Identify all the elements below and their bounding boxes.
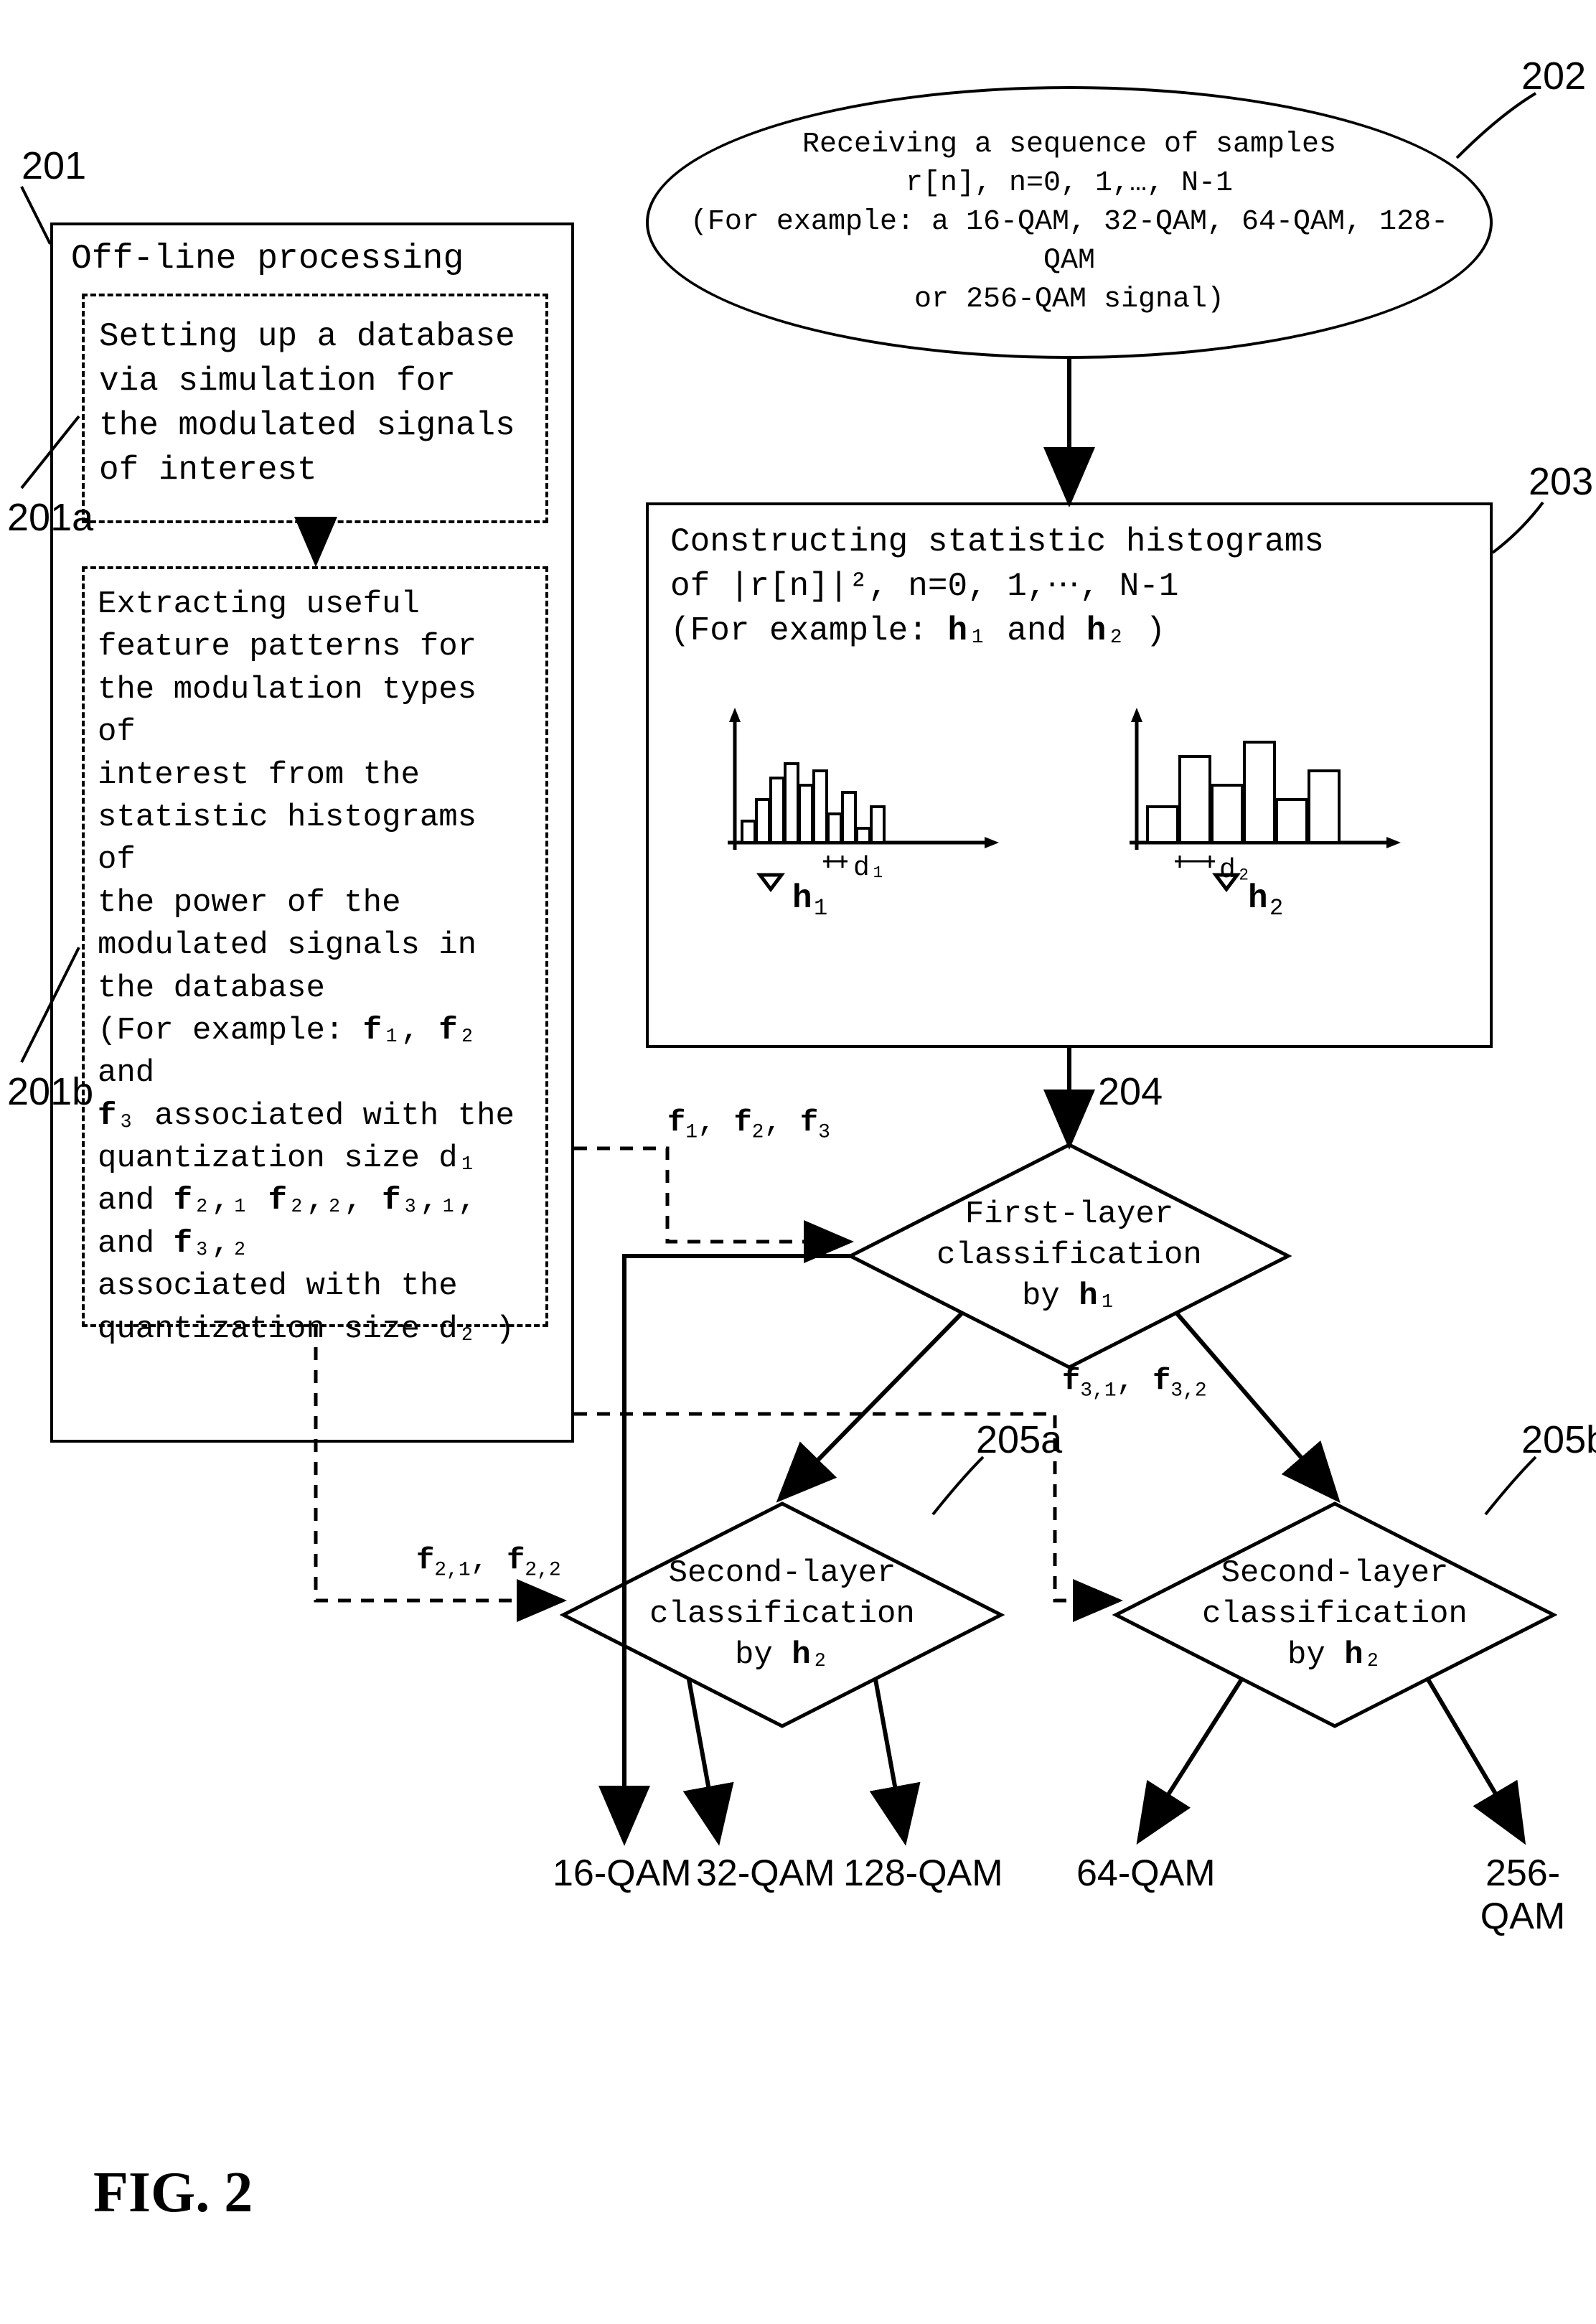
text: of interest [99,451,317,489]
text: (For example: h₁ and h₂ ) [670,612,1165,650]
output-128qam: 128-QAM [843,1852,1003,1895]
histogram-h1: d₁ h 1 [692,692,1022,922]
setup-database-box: Setting up a database via simulation for… [82,294,548,523]
second-layer-a-text: Second-layer classification by h₂ [649,1553,915,1677]
text: classification by h₁ [937,1237,1202,1314]
text: quantization size d₂ ) [98,1311,515,1347]
text: the power of the [98,885,400,921]
text: the modulated signals [99,407,515,444]
text: interest from the [98,757,420,793]
text: quantization size d₁ [98,1140,477,1176]
output-64qam: 64-QAM [1076,1852,1216,1895]
svg-text:d₂: d₂ [1219,855,1252,886]
features-205a: f2,1, f2,2 [416,1543,561,1581]
svg-text:1: 1 [814,895,827,922]
ref-201b: 201b [7,1069,93,1114]
text: Extracting useful [98,586,420,622]
histogram-h2: d₂ h 2 [1094,692,1424,922]
text: feature patterns for [98,629,477,665]
first-layer-diamond: First-layer classification by h₁ [847,1141,1292,1371]
ref-201: 201 [22,144,86,188]
setup-database-text: Setting up a database via simulation for… [85,296,545,510]
hist-header: Constructing statistic histograms of |r[… [670,520,1324,653]
figure-label: FIG. 2 [93,2160,253,2226]
text: classification by h₂ [1202,1596,1468,1673]
text: (For example: f₁, f₂ and [98,1013,477,1091]
text: the database [98,970,325,1006]
second-layer-b-text: Second-layer classification by h₂ [1202,1553,1468,1677]
text: of |r[n]|², n=0, 1,⋯, N-1 [670,568,1179,605]
text: modulated signals in [98,927,477,963]
second-layer-diamond-a: Second-layer classification by h₂ [560,1500,1005,1730]
text: r[n], n=0, 1,…, N-1 [906,167,1233,200]
svg-text:2: 2 [1269,895,1283,922]
text: and f₂,₁ f₂,₂, f₃,₁, and f₃,₂ [98,1183,477,1261]
ref-203: 203 [1529,459,1593,504]
text: Second-layer [1221,1555,1449,1591]
text: Second-layer [669,1555,896,1591]
ref-204: 204 [1098,1069,1163,1114]
svg-text:h: h [792,880,812,917]
text: f₃ associated with the [98,1098,515,1134]
text: the modulation types of [98,672,477,750]
text: Constructing statistic histograms [670,523,1324,561]
extract-features-text: Extracting useful feature patterns for t… [85,569,545,1365]
ref-205a: 205a [976,1418,1062,1462]
ellipse-text: Receiving a sequence of samples r[n], n=… [649,126,1490,319]
second-layer-diamond-b: Second-layer classification by h₂ [1112,1500,1557,1730]
text: classification by h₂ [649,1596,915,1673]
features-205b: f3,1, f3,2 [1062,1364,1207,1402]
diagram-root: Off-line processing Setting up a databas… [0,0,1596,2324]
text: (For example: a 16-QAM, 32-QAM, 64-QAM, … [690,206,1448,277]
text: via simulation for [99,362,456,400]
receiving-samples-ellipse: Receiving a sequence of samples r[n], n=… [646,86,1493,359]
extract-features-box: Extracting useful feature patterns for t… [82,566,548,1327]
text: First-layer [965,1196,1173,1232]
output-32qam: 32-QAM [696,1852,835,1895]
text: statistic histograms of [98,800,477,878]
text: Receiving a sequence of samples [802,128,1336,161]
ref-205b: 205b [1521,1418,1596,1462]
output-256qam: 256-QAM [1450,1852,1596,1938]
text: associated with the [98,1268,458,1304]
svg-text:d₁: d₁ [853,853,886,884]
ref-201a: 201a [7,495,93,540]
offline-processing-box: Off-line processing Setting up a databas… [50,222,574,1443]
histogram-box: Constructing statistic histograms of |r[… [646,502,1493,1048]
svg-text:h: h [1248,880,1268,917]
first-layer-text: First-layer classification by h₁ [937,1194,1202,1318]
output-16qam: 16-QAM [553,1852,692,1895]
text: or 256-QAM signal) [914,284,1224,316]
text: Setting up a database [99,318,515,355]
ref-202: 202 [1521,54,1586,98]
offline-title: Off-line processing [71,236,464,283]
features-204: f1, f2, f3 [667,1105,830,1143]
